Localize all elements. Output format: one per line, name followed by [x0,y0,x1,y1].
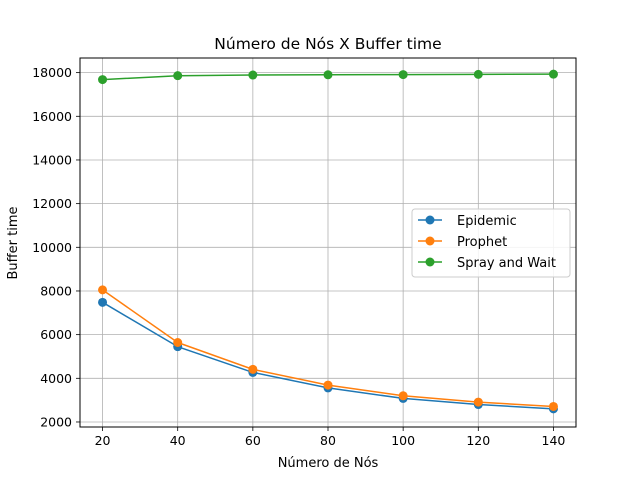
grid-lines [80,58,576,427]
data-point-spray-and-wait [248,70,258,80]
data-point-prophet [173,338,183,348]
x-axis-ticks: 20 40 60 80 100 120 140 [95,427,566,448]
y-tick-label: 4000 [40,371,72,386]
y-tick-label: 16000 [32,109,72,124]
data-series [98,69,558,414]
y-tick-label: 10000 [32,240,72,255]
y-tick-label: 12000 [32,196,72,211]
y-tick-label: 14000 [32,152,72,167]
x-tick-label: 40 [170,433,186,448]
data-point-prophet [473,397,483,407]
data-point-spray-and-wait [98,75,108,85]
data-point-prophet [248,364,258,374]
x-tick-label: 140 [542,433,566,448]
data-point-epidemic [98,297,108,307]
y-axis-ticks: 2000 4000 6000 8000 10000 12000 14000 16000 1800… [32,65,80,429]
chart-title: Número de Nós X Buffer time [214,35,441,53]
data-point-spray-and-wait [323,70,333,80]
y-tick-label: 18000 [32,65,72,80]
x-tick-label: 120 [466,433,490,448]
data-point-spray-and-wait [173,71,183,81]
legend-item-spray-and-wait: Spray and Wait [418,256,556,271]
x-tick-label: 60 [245,433,261,448]
data-point-spray-and-wait [398,70,408,80]
legend-item-prophet: Prophet [418,235,507,250]
legend-label-spray-and-wait: Spray and Wait [457,256,556,271]
x-tick-label: 20 [95,433,111,448]
data-point-spray-and-wait [548,69,558,79]
legend-box [411,208,571,278]
y-axis-label: Buffer time [6,207,21,280]
y-tick-label: 2000 [40,414,72,429]
y-tick-label: 8000 [40,283,72,298]
data-point-prophet [548,401,558,411]
legend-item-epidemic: Epidemic [418,214,517,229]
data-point-spray-and-wait [473,69,483,79]
x-axis-label: Número de Nós [278,456,379,471]
data-point-prophet [398,391,408,401]
x-tick-label: 100 [391,433,415,448]
legend: Epidemic Prophet Spray and Wait [411,208,571,278]
legend-label-prophet: Prophet [457,235,507,250]
legend-label-epidemic: Epidemic [457,214,517,229]
legend-marker-prophet [425,236,435,246]
data-point-prophet [323,380,333,390]
y-tick-label: 6000 [40,327,72,342]
x-tick-label: 80 [320,433,336,448]
legend-marker-spray-and-wait [425,257,435,267]
data-point-prophet [98,285,108,295]
legend-marker-epidemic [425,215,435,225]
